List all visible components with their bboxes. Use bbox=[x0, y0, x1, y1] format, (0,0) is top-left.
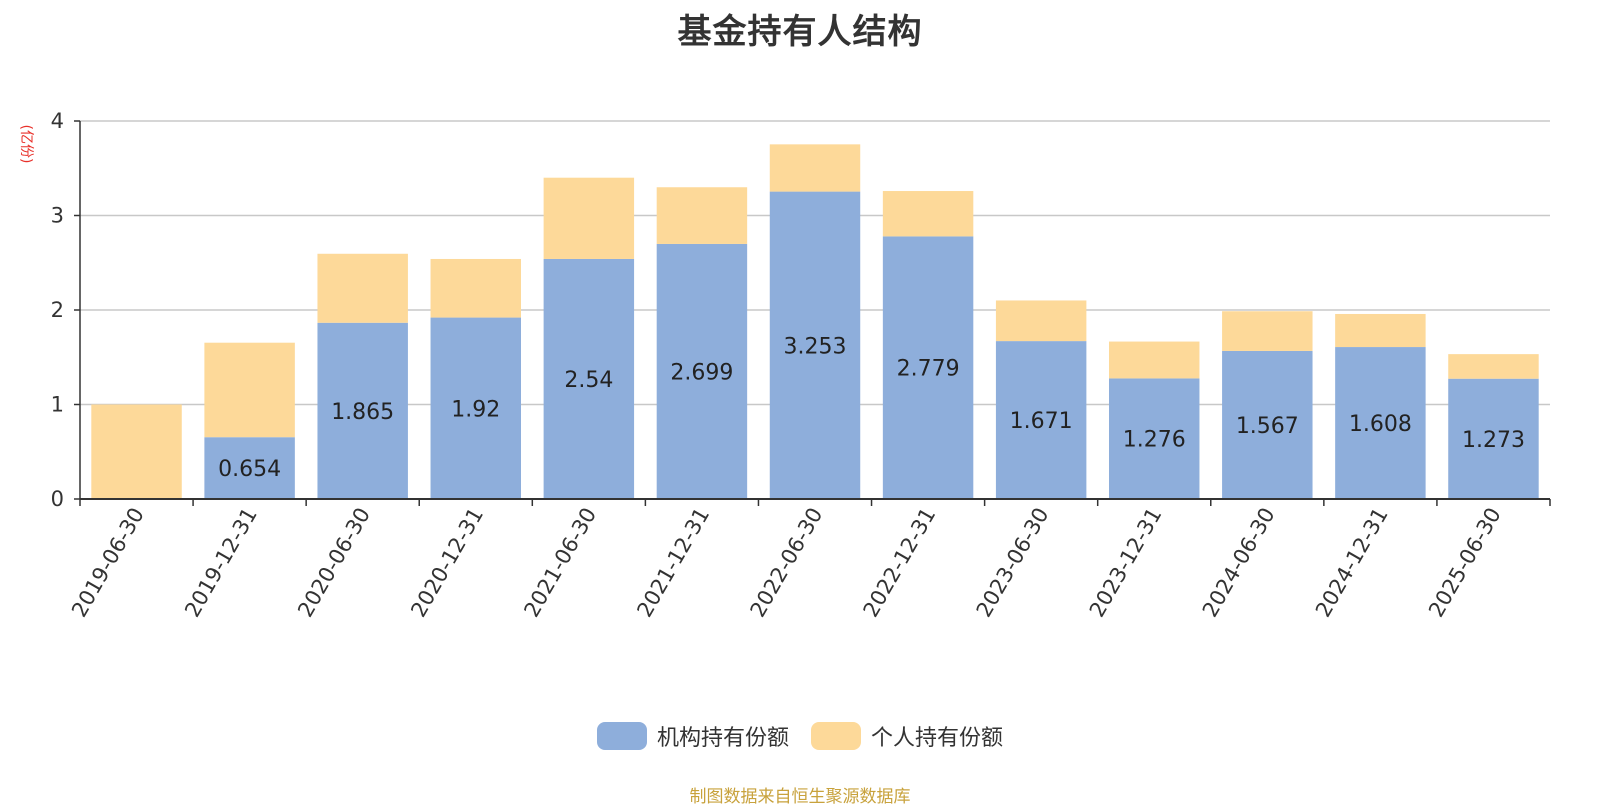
y-tick-label: 3 bbox=[51, 204, 64, 228]
data-label: 2.699 bbox=[670, 360, 733, 385]
bar-individual[interactable] bbox=[543, 177, 635, 259]
bar-institutional[interactable] bbox=[1335, 347, 1426, 499]
data-label: 1.865 bbox=[331, 400, 394, 425]
bar-individual[interactable] bbox=[91, 404, 182, 500]
y-tick-label: 0 bbox=[51, 487, 64, 511]
bar-institutional[interactable] bbox=[769, 191, 861, 500]
bar-individual[interactable] bbox=[204, 342, 295, 438]
legend-swatch-institutional bbox=[596, 722, 647, 750]
x-tick-label: 2023-12-31 bbox=[1085, 504, 1167, 622]
x-tick-label: 2025-06-30 bbox=[1424, 504, 1506, 622]
bar-institutional[interactable] bbox=[656, 243, 748, 499]
x-tick-label: 2023-06-30 bbox=[972, 504, 1054, 622]
bar-individual[interactable] bbox=[1109, 341, 1200, 379]
bar-individual[interactable] bbox=[317, 253, 408, 323]
x-tick-label: 2019-06-30 bbox=[67, 504, 149, 622]
bar-individual[interactable] bbox=[882, 191, 974, 237]
bar-institutional[interactable] bbox=[1109, 378, 1200, 499]
bar-individual[interactable] bbox=[769, 144, 861, 192]
x-tick-label: 2024-06-30 bbox=[1198, 504, 1280, 622]
source-note: 制图数据来自恒生聚源数据库 bbox=[689, 787, 911, 807]
bar-institutional[interactable] bbox=[995, 341, 1087, 499]
bar-individual[interactable] bbox=[430, 258, 521, 318]
legend: 机构持有份额 个人持有份额 bbox=[0, 720, 1600, 752]
data-label: 1.276 bbox=[1123, 428, 1186, 453]
bar-institutional[interactable] bbox=[882, 236, 974, 499]
data-label: 2.779 bbox=[897, 357, 960, 382]
x-tick-label: 2022-06-30 bbox=[746, 504, 828, 622]
x-tick-label: 2024-12-31 bbox=[1311, 504, 1393, 622]
y-axis-label: (亿份) bbox=[18, 125, 34, 164]
bar-individual[interactable] bbox=[995, 300, 1087, 342]
data-label: 1.92 bbox=[451, 397, 500, 422]
x-tick-label: 2021-12-31 bbox=[632, 504, 714, 622]
bar-individual[interactable] bbox=[1222, 311, 1313, 351]
x-tick-label: 2020-06-30 bbox=[293, 504, 375, 622]
x-tick-label: 2019-12-31 bbox=[180, 504, 262, 622]
data-label: 1.671 bbox=[1010, 409, 1073, 434]
y-tick-label: 4 bbox=[51, 109, 64, 133]
bar-individual[interactable] bbox=[1448, 354, 1539, 379]
bars bbox=[91, 144, 1539, 500]
bar-institutional[interactable] bbox=[1222, 350, 1313, 499]
data-label: 1.273 bbox=[1462, 428, 1525, 453]
legend-item-institutional[interactable]: 机构持有份额 bbox=[596, 720, 789, 752]
bar-institutional[interactable] bbox=[430, 317, 521, 499]
data-labels: 0.654 1.865 1.92 2.54 2.699 3.253 2.779 1.671 1.… bbox=[218, 334, 1525, 482]
data-label: 3.253 bbox=[784, 334, 847, 359]
bar-institutional[interactable] bbox=[204, 437, 295, 499]
bar-institutional[interactable] bbox=[543, 258, 635, 499]
data-label: 0.654 bbox=[218, 457, 281, 482]
bar-institutional[interactable] bbox=[317, 322, 408, 499]
data-label: 1.608 bbox=[1349, 412, 1412, 437]
legend-label-individual: 个人持有份额 bbox=[871, 726, 1004, 751]
data-label: 2.54 bbox=[564, 368, 613, 393]
y-tick-label: 2 bbox=[51, 298, 64, 322]
x-tick-label: 2020-12-31 bbox=[406, 504, 488, 622]
legend-label-institutional: 机构持有份额 bbox=[656, 726, 789, 751]
x-tick-label: 2021-06-30 bbox=[519, 504, 601, 622]
bar-individual[interactable] bbox=[1335, 313, 1426, 348]
legend-item-individual[interactable]: 个人持有份额 bbox=[811, 720, 1003, 752]
y-tick-label: 1 bbox=[51, 393, 64, 417]
bar-institutional[interactable] bbox=[1448, 378, 1539, 499]
bar-individual[interactable] bbox=[656, 187, 748, 244]
data-label: 1.567 bbox=[1236, 414, 1299, 439]
legend-swatch-individual bbox=[811, 722, 861, 750]
chart-title: 基金持有人结构 bbox=[677, 12, 923, 52]
x-tick-label: 2022-12-31 bbox=[859, 504, 941, 622]
